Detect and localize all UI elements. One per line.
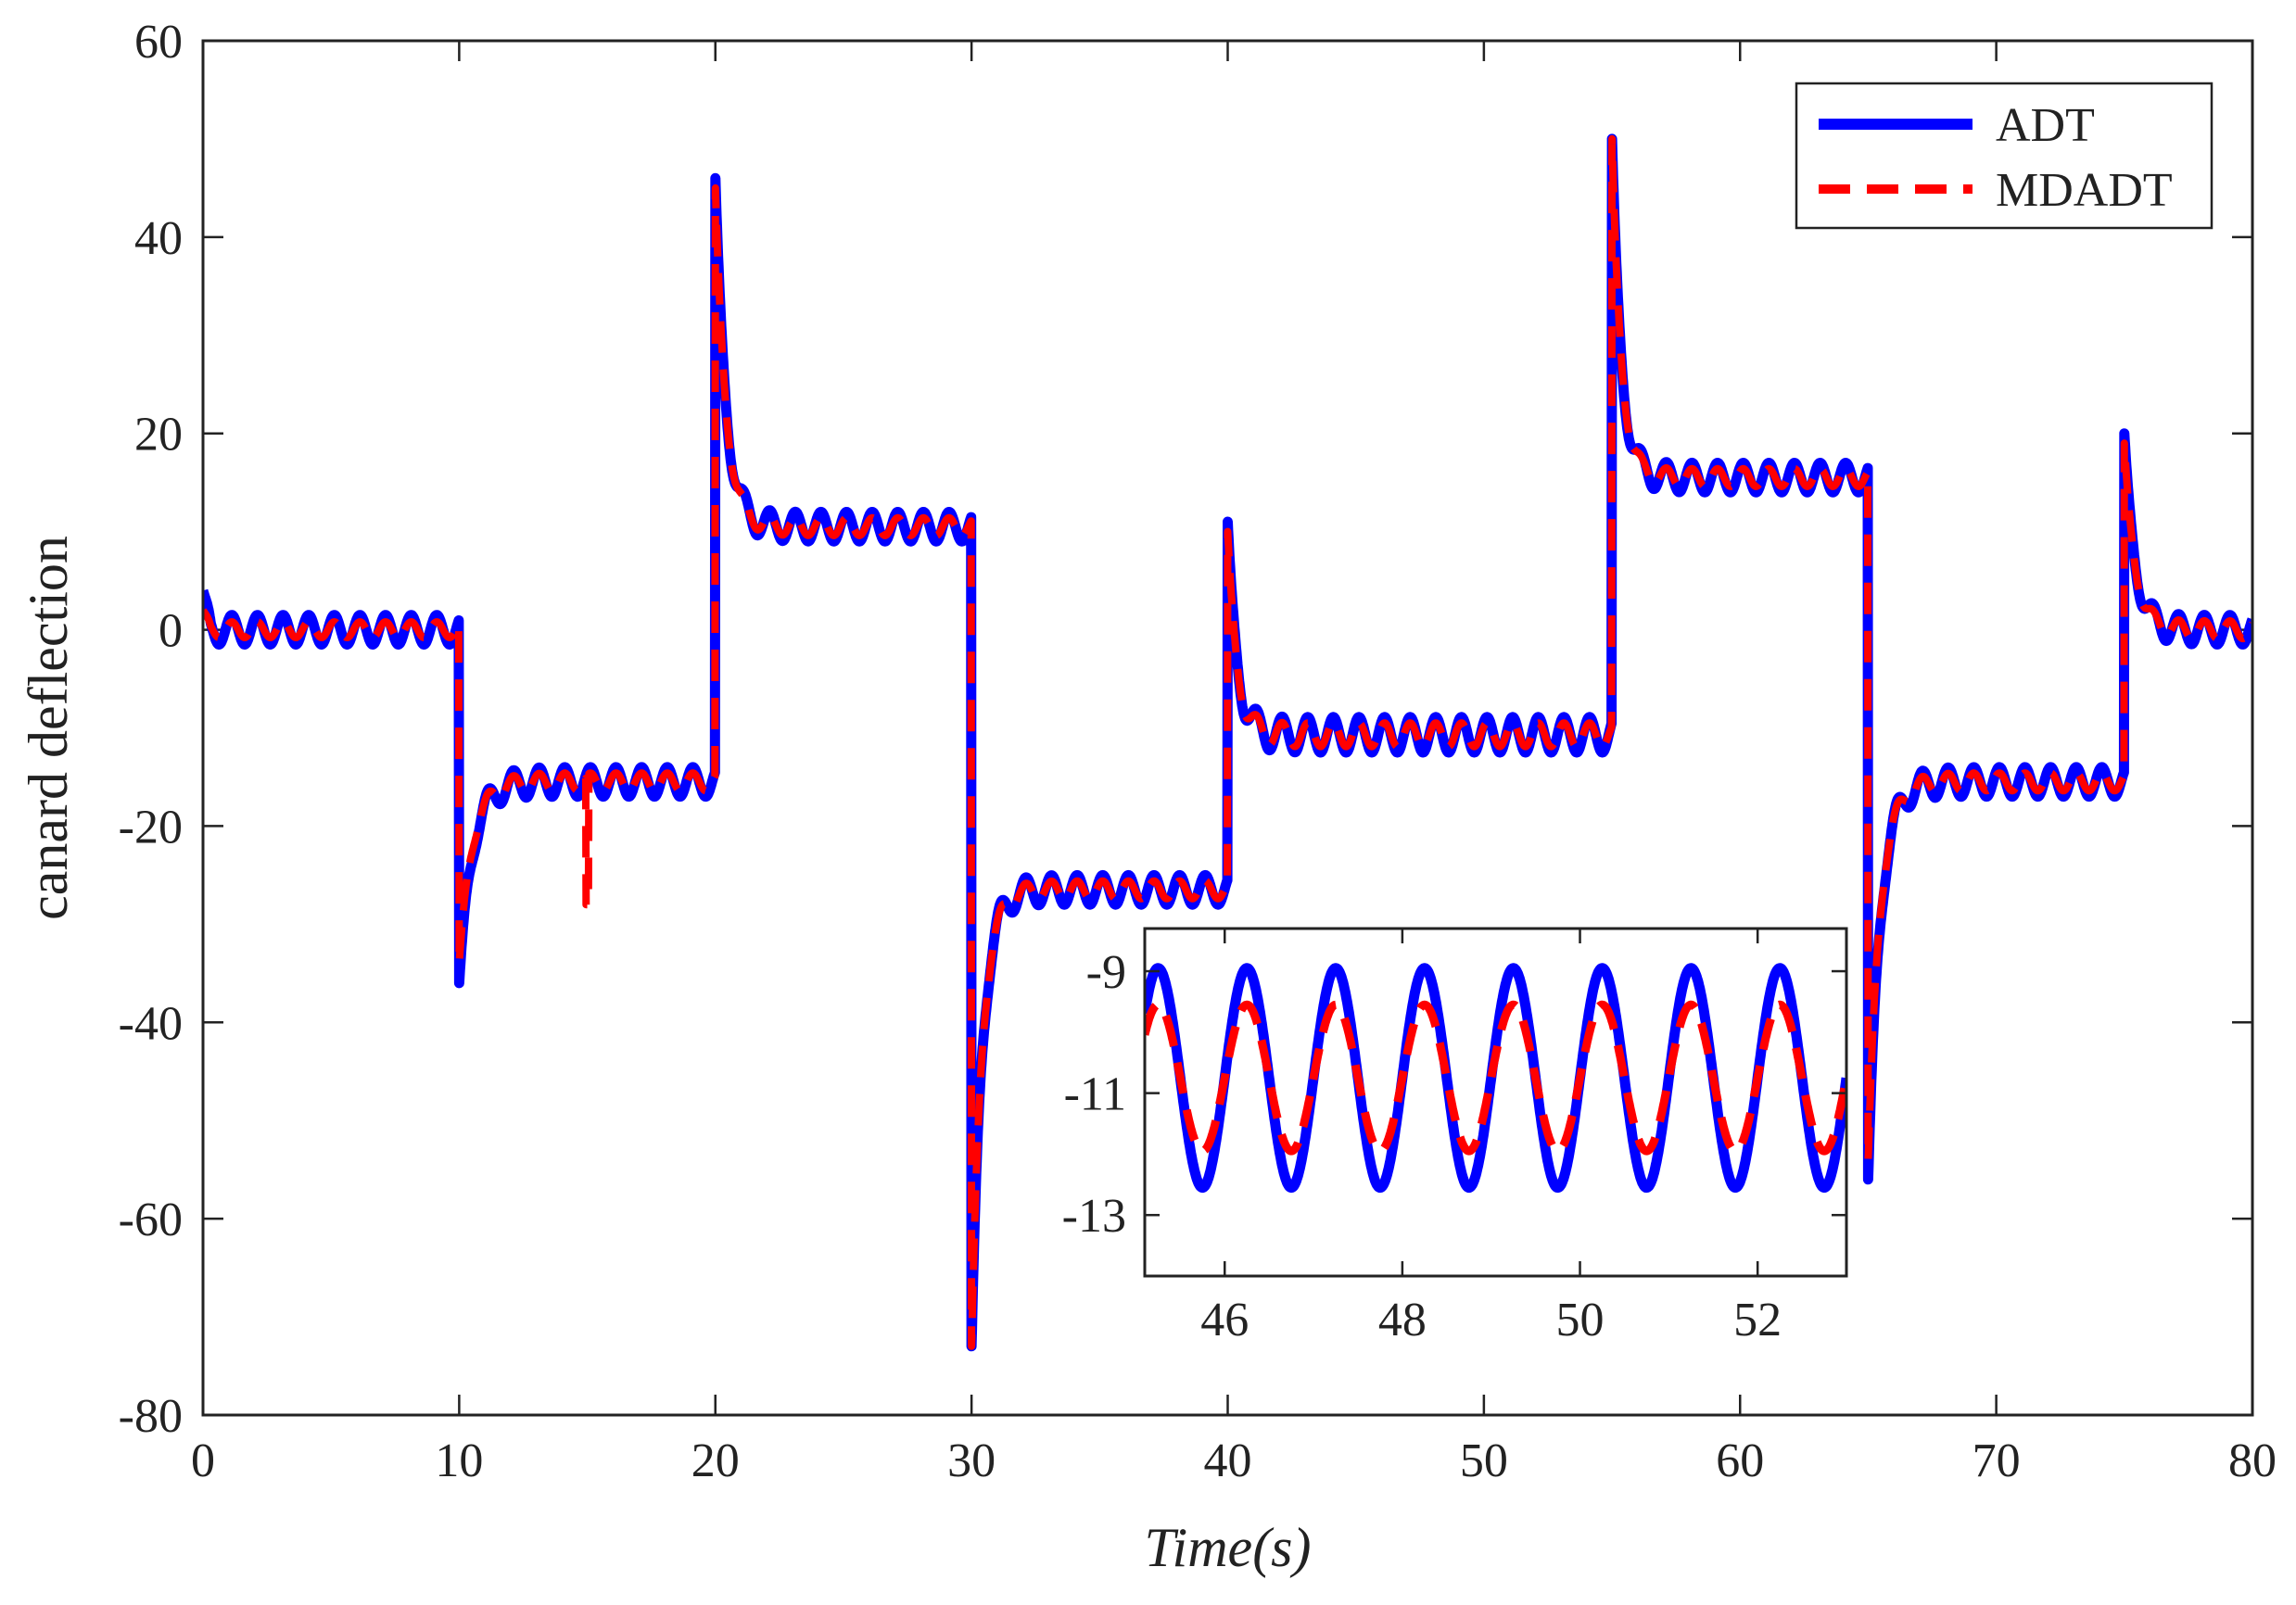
series-line-mdadt	[203, 134, 2252, 1350]
inset-background	[1145, 929, 1846, 1276]
inset-x-tick-label: 50	[1556, 1294, 1605, 1346]
y-tick-label: -20	[119, 801, 183, 853]
x-axis-label: Time(s)	[1145, 1517, 1312, 1578]
inset-x-tick-label: 46	[1200, 1294, 1249, 1346]
x-tick-label: 30	[947, 1434, 996, 1487]
legend-label-adt: ADT	[1996, 99, 2095, 152]
x-tick-label: 80	[2228, 1434, 2277, 1487]
y-tick-label: -80	[119, 1390, 183, 1443]
inset-frame	[1143, 927, 1848, 1278]
y-axis-label: canard deflection	[18, 536, 79, 920]
y-tick-label: -40	[119, 997, 183, 1050]
y-tick-label: 60	[134, 16, 183, 69]
legend: ADT MDADT	[1795, 82, 2214, 230]
legend-label-mdadt: MDADT	[1996, 164, 2173, 217]
y-tick-label: -60	[119, 1194, 183, 1246]
inset-y-tick-label: -11	[1064, 1068, 1126, 1121]
x-tick-label: 0	[191, 1434, 215, 1487]
x-tick-label: 70	[1973, 1434, 2021, 1487]
x-tick-label: 60	[1716, 1434, 1764, 1487]
inset-y-tick-label: -9	[1086, 946, 1126, 999]
plot-frame	[201, 39, 2254, 1417]
inset-series-line-adt	[1145, 963, 1846, 1194]
x-tick-label: 40	[1204, 1434, 1252, 1487]
main-plot: 0 10 20 30 40 50 60 70 80 60 40 20 0 -20 -40 -60 -80 Time…	[18, 16, 2277, 1578]
y-tick-label: 40	[134, 212, 183, 265]
x-tick-label: 50	[1460, 1434, 1508, 1487]
inset-series-line-mdadt	[1145, 1000, 1846, 1156]
x-tick-label: 10	[435, 1434, 483, 1487]
y-tick-label: 0	[159, 605, 183, 658]
x-tick-label: 20	[691, 1434, 740, 1487]
y-tick-label: 20	[134, 409, 183, 461]
inset-x-tick-label: 48	[1378, 1294, 1427, 1346]
inset-x-tick-label: 52	[1733, 1294, 1782, 1346]
inset-plot: 46 48 50 52 -9 -11 -13	[1062, 927, 1848, 1346]
legend-box	[1795, 82, 2214, 230]
inset-y-tick-label: -13	[1062, 1190, 1126, 1243]
